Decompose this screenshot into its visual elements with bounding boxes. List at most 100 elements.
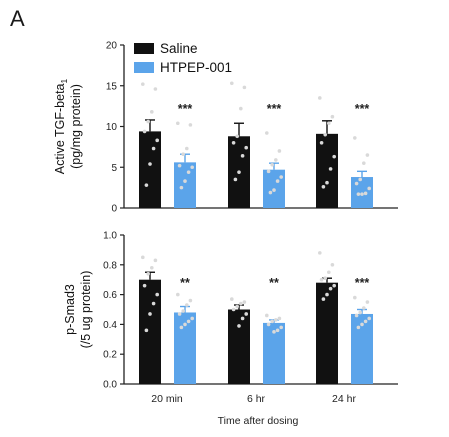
- data-point: [190, 316, 194, 321]
- bar-htpep-0: [174, 162, 196, 208]
- data-point: [323, 276, 328, 281]
- data-point: [142, 129, 147, 134]
- data-point: [328, 286, 333, 291]
- data-point: [233, 177, 238, 182]
- data-point: [244, 145, 248, 150]
- data-point: [332, 283, 337, 288]
- data-point: [181, 309, 185, 313]
- data-point: [365, 153, 370, 157]
- data-point: [354, 313, 359, 318]
- legend-swatch-htpep: [134, 62, 154, 73]
- data-point: [327, 121, 331, 126]
- data-point: [239, 106, 243, 111]
- data-point: [153, 87, 158, 91]
- data-point: [186, 319, 191, 324]
- data-point: [325, 292, 329, 297]
- data-point: [153, 258, 158, 263]
- x-axis-title: Time after dosing: [218, 415, 299, 427]
- significance-marker: ***: [178, 102, 193, 116]
- y-axis-label: p-Smad3: [63, 284, 77, 335]
- legend-label-saline: Saline: [160, 41, 198, 56]
- data-point: [353, 136, 357, 140]
- data-point: [272, 188, 276, 192]
- data-point: [360, 322, 364, 327]
- data-point: [272, 330, 276, 334]
- data-point: [360, 192, 364, 196]
- data-point: [183, 179, 187, 183]
- y-axis-label-unit: (/5 ug protein): [79, 271, 93, 349]
- legend-swatch-saline: [134, 43, 154, 54]
- data-point: [155, 138, 159, 143]
- data-point: [358, 177, 363, 182]
- panel-label: A: [10, 6, 25, 31]
- data-point: [150, 110, 154, 114]
- data-point: [362, 306, 366, 310]
- bar-htpep-0: [174, 312, 196, 384]
- data-point: [190, 165, 194, 170]
- bar-saline-0: [139, 131, 161, 208]
- y-axis-label-subscript: 1: [59, 78, 69, 83]
- data-point: [176, 121, 180, 126]
- bar-saline-2: [316, 133, 338, 208]
- data-point: [151, 146, 156, 151]
- data-point: [240, 154, 245, 158]
- y-tick-label: 0.6: [103, 290, 117, 301]
- data-point: [231, 141, 236, 145]
- data-point: [265, 131, 269, 135]
- data-point: [274, 158, 278, 162]
- data-point: [142, 283, 147, 288]
- data-point: [358, 310, 363, 315]
- data-point: [177, 312, 182, 316]
- y-tick-label: 0.0: [103, 380, 117, 391]
- data-point: [270, 163, 275, 167]
- data-point: [188, 298, 193, 303]
- data-point: [325, 180, 329, 185]
- data-point: [242, 300, 247, 304]
- data-point: [363, 319, 368, 324]
- bar-htpep-2: [351, 313, 373, 384]
- data-point: [244, 312, 248, 316]
- data-point: [321, 185, 326, 189]
- data-point: [237, 324, 241, 328]
- data-point: [148, 162, 152, 166]
- data-point: [365, 300, 370, 304]
- data-point: [356, 192, 361, 196]
- data-point: [353, 295, 357, 300]
- y-tick-label: 0.4: [103, 320, 117, 331]
- data-point: [240, 316, 245, 321]
- data-point: [319, 141, 324, 145]
- data-point: [185, 303, 189, 307]
- data-point: [141, 255, 145, 260]
- y-axis-label-main: Active TGF-beta: [53, 83, 67, 174]
- data-point: [266, 322, 271, 327]
- data-point: [183, 322, 187, 327]
- data-point: [275, 328, 280, 333]
- significance-marker: ***: [355, 276, 370, 290]
- data-point: [363, 191, 368, 196]
- data-point: [327, 270, 331, 275]
- data-point: [270, 319, 275, 324]
- significance-marker: **: [180, 276, 190, 290]
- significance-marker: **: [269, 276, 279, 290]
- y-axis-label-main: p-Smad3: [63, 284, 77, 335]
- data-point: [321, 297, 326, 301]
- data-point: [318, 96, 322, 100]
- data-point: [274, 318, 278, 322]
- data-point: [332, 154, 337, 159]
- data-point: [230, 81, 234, 86]
- data-point: [237, 170, 241, 174]
- data-point: [318, 251, 322, 255]
- data-point: [177, 163, 182, 168]
- data-point: [235, 134, 239, 139]
- data-point: [150, 265, 154, 270]
- data-point: [268, 190, 273, 195]
- data-point: [266, 169, 271, 174]
- data-point: [141, 82, 145, 86]
- data-point: [144, 183, 149, 187]
- data-point: [354, 181, 359, 186]
- data-point: [277, 149, 282, 153]
- data-point: [279, 325, 284, 330]
- x-tick-label: 6 hr: [247, 393, 266, 405]
